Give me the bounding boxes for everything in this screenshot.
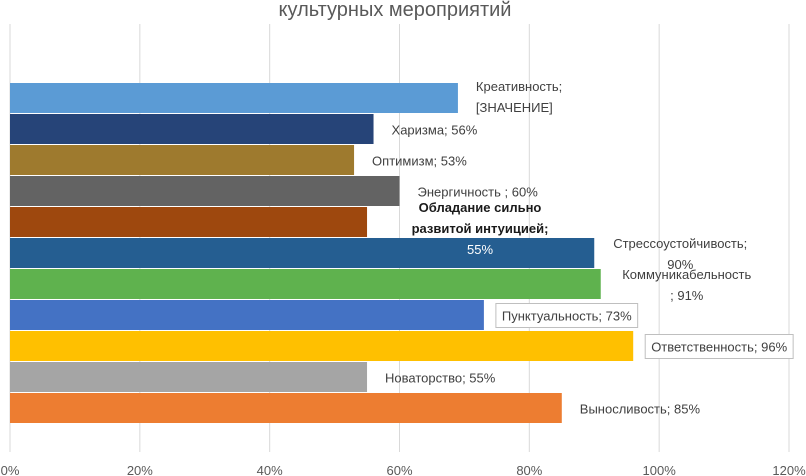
chart-title: культурных мероприятий [279,0,512,21]
bar-8 [10,300,484,330]
data-label: Энергичность ; 60% [418,185,539,200]
bar-11 [10,393,562,423]
bar-4 [10,176,400,206]
data-label: Новаторство; 55% [385,371,496,386]
data-label: Оптимизм; 53% [372,154,467,169]
bar-5 [10,207,368,237]
data-label: Креативность; [476,79,562,94]
data-label: Выносливость; 85% [580,402,701,417]
data-label: 55% [467,242,493,257]
bar-6 [10,238,595,268]
bar-10 [10,362,368,392]
data-label-box [495,303,639,328]
data-label: Ответственность; 96% [651,340,787,355]
bar-7 [10,269,601,299]
x-tick-label: 0% [1,463,20,476]
data-label: Харизма; 56% [392,123,478,138]
data-label: Пунктуальность; 73% [502,309,632,324]
data-label: Коммуникабельность [622,267,751,282]
x-tick-label: 60% [386,463,412,476]
data-label: 90% [667,257,693,272]
bar-3 [10,145,355,175]
bar-1 [10,83,458,113]
x-tick-label: 80% [516,463,542,476]
bar-9 [10,331,634,361]
bar-2 [10,114,374,144]
x-tick-label: 100% [643,463,677,476]
data-label: ; 91% [670,288,704,303]
data-label: Стрессоустойчивость; [613,236,747,251]
data-label-box [644,334,794,359]
data-label: развитой интуицией; [412,221,549,236]
data-label: [ЗНАЧЕНИЕ] [476,100,553,115]
data-label: Обладание сильно [419,200,542,215]
x-tick-label: 20% [127,463,153,476]
x-tick-label: 40% [257,463,283,476]
x-tick-label: 120% [772,463,806,476]
